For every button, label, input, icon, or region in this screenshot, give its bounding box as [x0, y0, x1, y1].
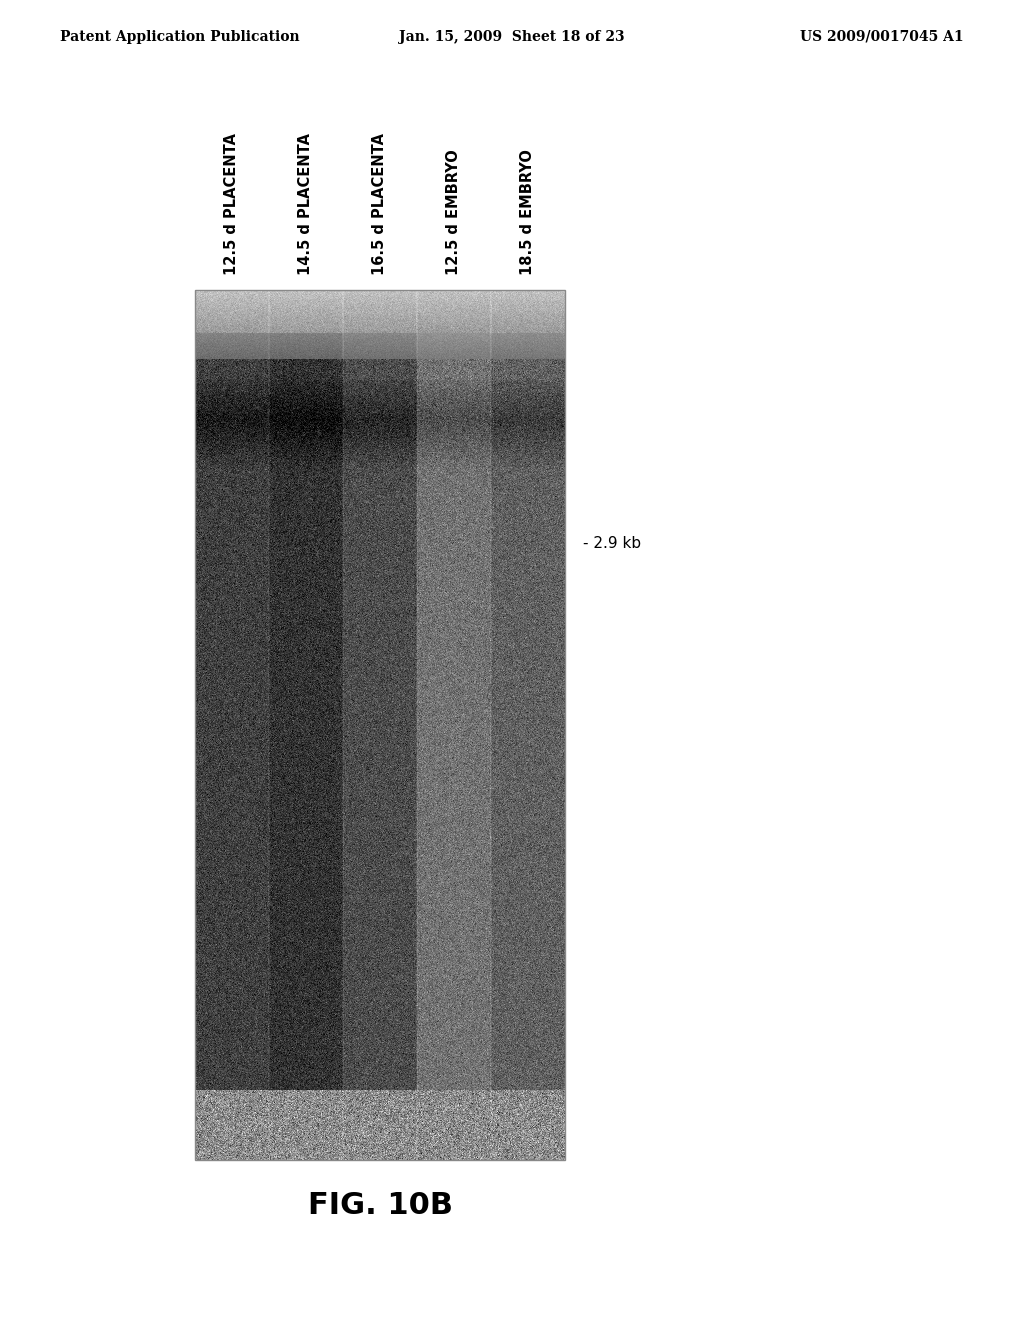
Bar	[195, 290, 565, 1160]
Text: Patent Application Publication: Patent Application Publication	[60, 30, 300, 44]
Text: 12.5 d EMBRYO: 12.5 d EMBRYO	[446, 149, 462, 275]
Text: US 2009/0017045 A1: US 2009/0017045 A1	[801, 30, 964, 44]
Text: FIG. 10B: FIG. 10B	[307, 1191, 453, 1220]
Text: Jan. 15, 2009  Sheet 18 of 23: Jan. 15, 2009 Sheet 18 of 23	[399, 30, 625, 44]
Text: 14.5 d PLACENTA: 14.5 d PLACENTA	[299, 133, 313, 275]
Text: 12.5 d PLACENTA: 12.5 d PLACENTA	[224, 133, 240, 275]
Text: 16.5 d PLACENTA: 16.5 d PLACENTA	[373, 133, 387, 275]
Text: 18.5 d EMBRYO: 18.5 d EMBRYO	[520, 149, 536, 275]
Text: - 2.9 kb: - 2.9 kb	[583, 536, 641, 552]
